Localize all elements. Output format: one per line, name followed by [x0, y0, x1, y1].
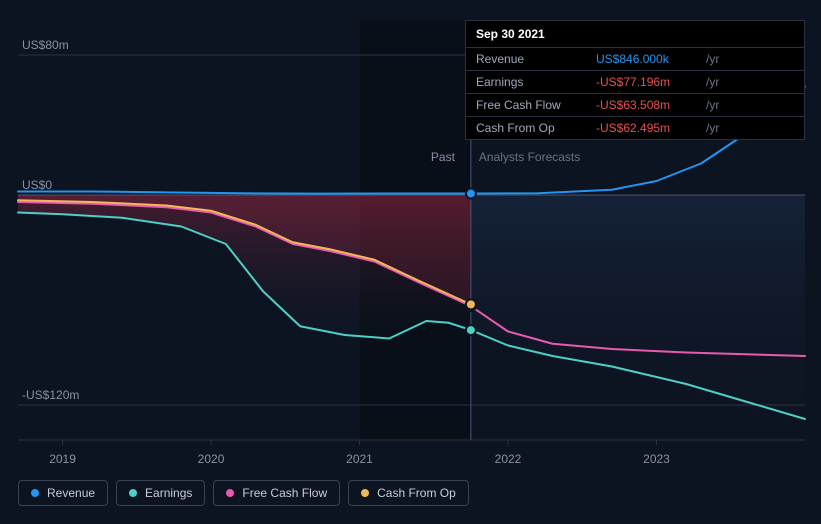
x-axis-label: 2022 [495, 452, 522, 466]
legend-dot-icon [361, 489, 369, 497]
chart-tooltip: Sep 30 2021 RevenueUS$846.000k/yrEarning… [465, 20, 805, 140]
past-region-label: Past [431, 150, 455, 164]
legend-item-earnings[interactable]: Earnings [116, 480, 205, 506]
tooltip-metric-unit: /yr [706, 121, 719, 135]
tooltip-row: Free Cash Flow-US$63.508m/yr [466, 94, 804, 117]
tooltip-metric-unit: /yr [706, 75, 719, 89]
tooltip-metric-label: Free Cash Flow [476, 98, 596, 112]
tooltip-date: Sep 30 2021 [466, 21, 804, 48]
y-axis-label: -US$120m [22, 388, 79, 402]
plot-area[interactable]: Past Analysts Forecasts Sep 30 2021 Reve… [0, 0, 821, 470]
y-axis-label: US$80m [22, 38, 69, 52]
tooltip-metric-value: -US$63.508m [596, 98, 706, 112]
x-axis-label: 2021 [346, 452, 373, 466]
tooltip-row: Earnings-US$77.196m/yr [466, 71, 804, 94]
legend-label: Free Cash Flow [242, 486, 327, 500]
tooltip-row: Cash From Op-US$62.495m/yr [466, 117, 804, 139]
forecast-region-label: Analysts Forecasts [479, 150, 580, 164]
legend-dot-icon [31, 489, 39, 497]
x-axis-label: 2019 [49, 452, 76, 466]
tooltip-metric-value: -US$62.495m [596, 121, 706, 135]
legend-item-revenue[interactable]: Revenue [18, 480, 108, 506]
legend-label: Earnings [145, 486, 192, 500]
tooltip-metric-value: -US$77.196m [596, 75, 706, 89]
financial-chart: Past Analysts Forecasts Sep 30 2021 Reve… [0, 0, 821, 524]
x-axis-label: 2020 [198, 452, 225, 466]
tooltip-metric-label: Earnings [476, 75, 596, 89]
legend-label: Revenue [47, 486, 95, 500]
x-axis-label: 2023 [643, 452, 670, 466]
tooltip-metric-value: US$846.000k [596, 52, 706, 66]
chart-legend: Revenue Earnings Free Cash Flow Cash From O… [18, 480, 469, 506]
tooltip-metric-label: Cash From Op [476, 121, 596, 135]
tooltip-metric-unit: /yr [706, 98, 719, 112]
tooltip-metric-unit: /yr [706, 52, 719, 66]
legend-dot-icon [129, 489, 137, 497]
legend-item-free-cash-flow[interactable]: Free Cash Flow [213, 480, 340, 506]
tooltip-rows: RevenueUS$846.000k/yrEarnings-US$77.196m… [466, 48, 804, 139]
legend-dot-icon [226, 489, 234, 497]
legend-item-cash-from-op[interactable]: Cash From Op [348, 480, 469, 506]
legend-label: Cash From Op [377, 486, 456, 500]
y-axis-label: US$0 [22, 178, 52, 192]
tooltip-metric-label: Revenue [476, 52, 596, 66]
tooltip-row: RevenueUS$846.000k/yr [466, 48, 804, 71]
